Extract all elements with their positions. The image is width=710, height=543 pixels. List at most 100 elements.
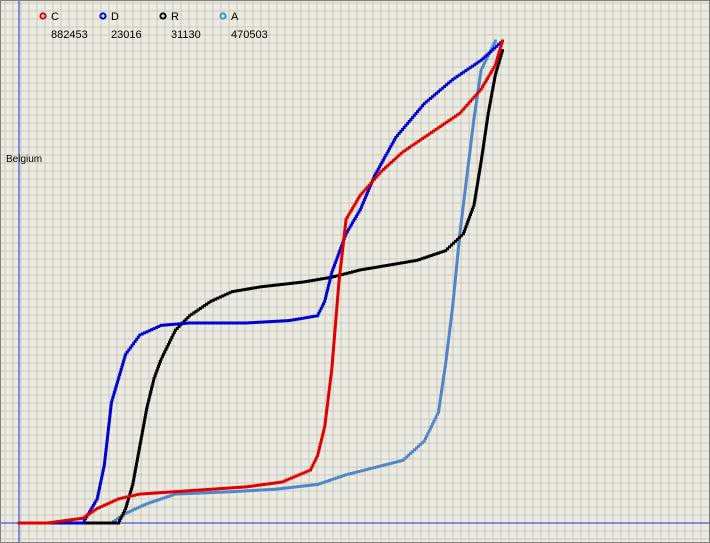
series-d-point [229, 321, 233, 325]
series-r-point [457, 236, 461, 240]
legend-item-r[interactable]: R 31130 [159, 11, 201, 41]
series-c-point [403, 148, 407, 152]
series-c-point [343, 228, 347, 232]
series-c-point [229, 486, 233, 490]
series-d-point [61, 521, 65, 525]
series-c-point [56, 520, 60, 524]
series-a-point [459, 221, 463, 225]
series-c-point [85, 513, 89, 517]
series-d-point [112, 393, 116, 397]
series-c-point [408, 145, 411, 149]
series-d-point [130, 344, 134, 348]
series-a-point [260, 488, 264, 492]
series-r-point [98, 521, 102, 525]
series-a-point [471, 121, 475, 125]
series-d-point [380, 160, 384, 164]
series-r-point [484, 129, 488, 133]
series-a-point [485, 56, 489, 60]
series-c-point [324, 411, 328, 415]
series-a-point [283, 486, 287, 490]
series-c-point [376, 173, 380, 177]
series-a-point [451, 299, 455, 303]
series-r-point [175, 326, 179, 330]
series-r-point [461, 232, 465, 236]
series-a-point [238, 489, 242, 493]
series-d-point [324, 294, 328, 298]
series-d-point [91, 503, 95, 507]
series-d-point [124, 352, 128, 356]
series-a-point [470, 132, 474, 136]
series-d-point [190, 321, 194, 325]
series-a-point [453, 283, 457, 287]
series-d-point [325, 289, 329, 293]
series-a-point [477, 81, 481, 85]
series-c-point [143, 492, 147, 496]
series-d-point [475, 61, 479, 65]
series-r-point [160, 355, 164, 359]
series-a-point [454, 271, 458, 275]
series-a-point [465, 177, 469, 181]
series-a-point [439, 392, 443, 396]
series-d-point [426, 98, 430, 102]
series-a-point [446, 346, 450, 350]
series-a-point [342, 474, 346, 478]
series-d-point [386, 149, 390, 153]
series-c-point [378, 171, 382, 175]
series-d-point [303, 316, 307, 320]
series-r-point [259, 285, 263, 289]
series-r-point [251, 286, 255, 290]
series-d-point [150, 328, 154, 332]
series-r-point [484, 127, 488, 131]
series-c-point [224, 486, 228, 490]
series-d-point [87, 510, 91, 514]
series-d-point [96, 492, 100, 496]
series-r-point [223, 293, 227, 297]
series-a-point [150, 500, 154, 504]
series-d-point [140, 332, 144, 336]
series-d-point [323, 299, 327, 303]
series-d-point [363, 196, 367, 200]
series-c-point [338, 275, 342, 279]
series-r-point [301, 280, 305, 284]
series-c-point [93, 508, 97, 512]
legend-item-a[interactable]: A 470503 [219, 11, 268, 41]
series-d [17, 39, 504, 525]
series-a-point [217, 490, 221, 494]
series-a-point [186, 492, 190, 496]
series-d-point [421, 104, 425, 108]
legend-item-c[interactable]: C 882453 [39, 11, 88, 41]
series-r-point [493, 75, 497, 79]
series-c-point [365, 185, 369, 189]
series-a-point [254, 488, 258, 492]
series-c-point [130, 494, 134, 498]
series-c-point [333, 325, 337, 329]
series-c-point [250, 484, 254, 488]
series-r-point [101, 521, 105, 525]
series-d-point [479, 58, 483, 62]
series-a-point [162, 496, 166, 500]
series-a-point [308, 483, 312, 487]
series-c-point [429, 131, 433, 135]
series-d-point [201, 321, 205, 325]
series-c-point [362, 189, 366, 193]
series-c-point [391, 159, 395, 163]
series-r-point [142, 421, 146, 425]
series-r-point [165, 345, 169, 349]
series-c-point [343, 230, 347, 234]
series-c-point [354, 200, 358, 204]
legend-marker-icon [159, 12, 167, 20]
series-r-point [150, 387, 153, 391]
series-c-point [343, 223, 347, 227]
series-d-point [255, 320, 259, 324]
series-d-point [100, 476, 104, 480]
series-c-point [343, 225, 347, 229]
series-d-point [455, 75, 459, 79]
legend-item-d[interactable]: D 23016 [99, 11, 142, 41]
series-c-point [335, 301, 339, 305]
series-c-point [332, 338, 336, 342]
series-c-point [145, 492, 149, 496]
series-r-point [429, 253, 433, 257]
series-r-point [157, 364, 161, 368]
series-c-point [364, 187, 368, 191]
series-c-point [451, 116, 455, 120]
